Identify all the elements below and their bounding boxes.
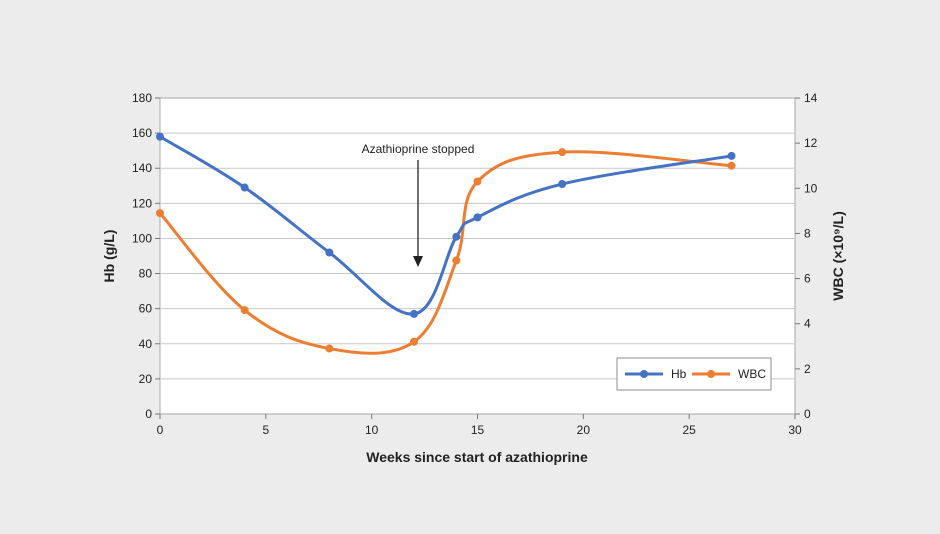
y-right-tick-label: 14 — [804, 91, 818, 105]
y-right-tick-label: 12 — [804, 136, 818, 150]
data-point-hb — [410, 309, 418, 318]
legend-wbc-label: WBC — [738, 367, 766, 381]
data-point-wbc — [240, 306, 249, 315]
data-point-wbc — [325, 344, 334, 353]
y-left-tick-label: 180 — [132, 91, 152, 105]
data-point-wbc — [473, 177, 482, 186]
data-point-wbc — [558, 148, 567, 157]
legend: Hb WBC — [616, 357, 772, 391]
data-point-hb — [156, 132, 164, 141]
annotation-arrow-head — [413, 256, 423, 267]
y-left-tick-label: 120 — [132, 196, 152, 210]
legend-wbc-marker — [707, 370, 715, 378]
y-right-tick-label: 4 — [804, 317, 811, 331]
x-tick-label: 5 — [262, 423, 269, 437]
y-right-tick-label: 10 — [804, 181, 818, 195]
y-left-tick-label: 20 — [139, 372, 153, 386]
y-axis-right-label: WBC (×10⁹/L) — [830, 211, 846, 300]
y-left-tick-label: 100 — [132, 231, 152, 245]
y-right-tick-label: 2 — [804, 362, 811, 376]
annotation-text: Azathioprine stopped — [362, 142, 475, 156]
x-tick-label: 0 — [157, 423, 164, 437]
data-point-hb — [727, 151, 736, 160]
y-left-tick-label: 80 — [139, 267, 153, 281]
y-left-tick-label: 140 — [132, 161, 152, 175]
data-point-hb — [240, 183, 249, 192]
data-point-wbc — [156, 209, 164, 218]
y-left-tick-label: 160 — [132, 126, 152, 140]
series-group — [156, 132, 736, 355]
data-point-wbc — [727, 161, 736, 170]
x-tick-label: 10 — [365, 423, 379, 437]
data-point-wbc — [452, 256, 461, 265]
annotation: Azathioprine stopped — [362, 142, 475, 267]
data-point-hb — [452, 232, 461, 241]
y-right-tick-label: 6 — [804, 272, 811, 286]
y-right-tick-label: 0 — [804, 407, 811, 421]
y-right-tick-label: 8 — [804, 226, 811, 240]
legend-hb-label: Hb — [671, 367, 687, 381]
x-tick-label: 15 — [471, 423, 485, 437]
x-tick-label: 25 — [682, 423, 696, 437]
y-left-tick-label: 60 — [139, 302, 153, 316]
x-tick-label: 30 — [788, 423, 802, 437]
data-point-wbc — [410, 337, 418, 346]
data-point-hb — [473, 213, 482, 222]
y-left-tick-label: 0 — [145, 407, 152, 421]
data-point-hb — [325, 248, 334, 257]
data-point-hb — [558, 180, 567, 189]
legend-hb-marker — [640, 370, 648, 378]
y-left-tick-label: 40 — [139, 337, 153, 351]
x-axis-label: Weeks since start of azathioprine — [366, 449, 588, 465]
y-axis-left-label: Hb (g/L) — [101, 230, 117, 283]
x-tick-label: 20 — [577, 423, 591, 437]
